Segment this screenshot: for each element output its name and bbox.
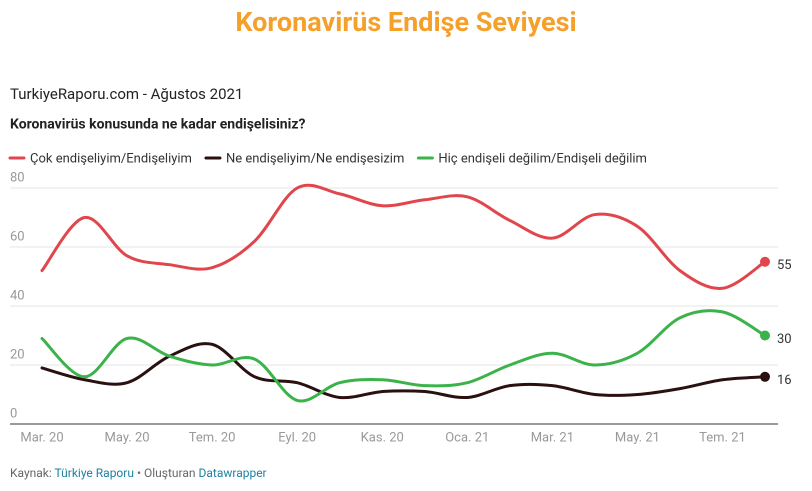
x-tick-label: Tem. 21 bbox=[699, 430, 746, 445]
footer: Kaynak: Türkiye Raporu • Oluşturan Dataw… bbox=[10, 466, 267, 480]
value-label: 16 bbox=[777, 373, 792, 388]
x-tick-label: May. 20 bbox=[105, 430, 150, 445]
chart-title: Koronavirüs Endişe Seviyesi bbox=[235, 6, 576, 38]
legend-label: Ne endişeliyim/Ne endişesizim bbox=[226, 151, 404, 166]
subtitle: TurkiyeRaporu.com - Ağustos 2021 bbox=[10, 85, 243, 103]
value-label: 55 bbox=[777, 258, 792, 273]
question: Koronavirüs konusunda ne kadar endişelis… bbox=[10, 117, 305, 133]
legend-label: Çok endişeliyim/Endişeliyim bbox=[30, 151, 192, 166]
x-tick-label: Mar. 21 bbox=[531, 430, 574, 445]
end-dot bbox=[760, 256, 770, 267]
x-tick-label: May. 21 bbox=[615, 430, 660, 445]
x-tick-label: Oca. 21 bbox=[445, 430, 489, 445]
y-tick-label: 40 bbox=[10, 288, 25, 303]
credit-link[interactable]: Datawrapper bbox=[198, 466, 266, 480]
y-tick-label: 60 bbox=[10, 229, 25, 244]
legend-label: Hiç endişeli değilim/Endişeli değilim bbox=[438, 151, 647, 166]
source-link[interactable]: Türkiye Raporu bbox=[55, 466, 134, 480]
y-tick-label: 80 bbox=[10, 170, 25, 185]
end-dot bbox=[760, 330, 770, 341]
series-line bbox=[40, 342, 767, 400]
credit-label: • Oluşturan bbox=[137, 466, 196, 480]
series-line bbox=[40, 309, 767, 403]
x-tick-label: Eyl. 20 bbox=[278, 430, 316, 445]
x-tick-label: Mar. 20 bbox=[20, 430, 63, 445]
value-label: 30 bbox=[777, 332, 792, 347]
series-line bbox=[40, 183, 767, 290]
x-tick-label: Tem. 20 bbox=[189, 430, 236, 445]
y-tick-label: 20 bbox=[10, 347, 25, 362]
end-dot bbox=[760, 371, 770, 382]
x-tick-label: Kas. 20 bbox=[361, 430, 404, 445]
y-tick-label: 0 bbox=[10, 406, 17, 421]
source-label: Kaynak: bbox=[10, 466, 52, 480]
